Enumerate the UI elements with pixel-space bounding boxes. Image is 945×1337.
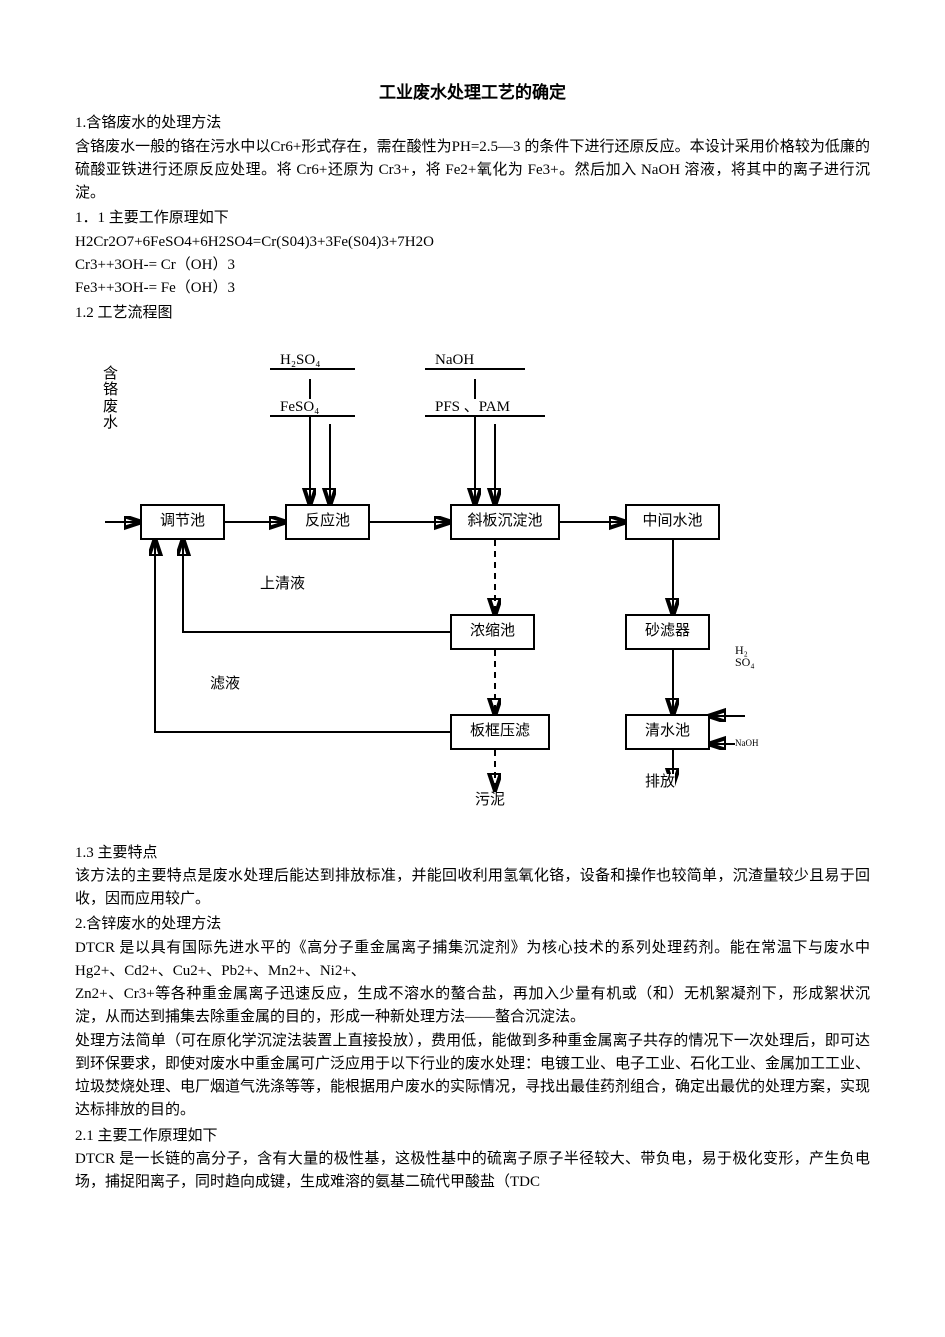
reagent-pfs-pam: PFS 、PAM bbox=[435, 399, 510, 416]
heading-1-1: 1．1 主要工作原理如下 bbox=[75, 207, 870, 230]
heading-1: 1.含铬废水的处理方法 bbox=[75, 112, 870, 135]
reagent-h2so4: H₂SO₄ bbox=[280, 352, 320, 369]
flowchart-edges bbox=[85, 344, 765, 824]
heading-2: 2.含锌废水的处理方法 bbox=[75, 913, 870, 936]
equation-1: H2Cr2O7+6FeSO4+6H2SO4=Cr(S04)3+3Fe(S04)3… bbox=[75, 231, 870, 254]
node-sand-filter: 砂滤器 bbox=[625, 614, 710, 650]
reagent-feso4: FeSO₄ bbox=[280, 399, 319, 416]
reagent-naoh-right: NaOH bbox=[735, 739, 759, 748]
paragraph: DTCR 是以具有国际先进水平的《高分子重金属离子捕集沉淀剂》为核心技术的系列处… bbox=[75, 937, 870, 984]
label-supernatant: 上清液 bbox=[260, 576, 305, 593]
node-reaction-tank: 反应池 bbox=[285, 504, 370, 540]
node-plate-press: 板框压滤 bbox=[450, 714, 550, 750]
equation-3: Fe3++3OH-= Fe（OH）3 bbox=[75, 277, 870, 300]
process-flowchart: 含 铬 废 水 H₂SO₄ FeSO₄ NaOH PFS 、PAM 调节池 反应… bbox=[85, 344, 765, 824]
reagent-h2so4-right: H₂SO₄ bbox=[735, 644, 755, 669]
paragraph: 该方法的主要特点是废水处理后能达到排放标准，并能回收利用氢氧化铬，设备和操作也较… bbox=[75, 865, 870, 912]
node-adjust-tank: 调节池 bbox=[140, 504, 225, 540]
paragraph: DTCR 是一长链的高分子，含有大量的极性基，这极性基中的硫离子原子半径较大、带… bbox=[75, 1148, 870, 1195]
paragraph: 含铬废水一般的铬在污水中以Cr6+形式存在，需在酸性为PH=2.5—3 的条件下… bbox=[75, 136, 870, 206]
node-clear-water: 清水池 bbox=[625, 714, 710, 750]
label-filtrate: 滤液 bbox=[210, 676, 240, 693]
node-intermediate: 中间水池 bbox=[625, 504, 720, 540]
paragraph: Zn2+、Cr3+等各种重金属离子迅速反应，生成不溶水的螯合盐，再加入少量有机或… bbox=[75, 983, 870, 1030]
equation-2: Cr3++3OH-= Cr（OH）3 bbox=[75, 254, 870, 277]
reagent-naoh: NaOH bbox=[435, 352, 474, 369]
heading-2-1: 2.1 主要工作原理如下 bbox=[75, 1125, 870, 1148]
node-concentration: 浓缩池 bbox=[450, 614, 535, 650]
heading-1-3: 1.3 主要特点 bbox=[75, 842, 870, 865]
heading-1-2: 1.2 工艺流程图 bbox=[75, 302, 870, 325]
node-sedimentation: 斜板沉淀池 bbox=[450, 504, 560, 540]
paragraph: 处理方法简单（可在原化学沉淀法装置上直接投放），费用低，能做到多种重金属离子共存… bbox=[75, 1030, 870, 1123]
page-title: 工业废水处理工艺的确定 bbox=[75, 80, 870, 106]
label-discharge: 排放 bbox=[645, 774, 675, 791]
label-sludge: 污泥 bbox=[475, 792, 505, 809]
input-label: 含 铬 废 水 bbox=[103, 366, 118, 432]
